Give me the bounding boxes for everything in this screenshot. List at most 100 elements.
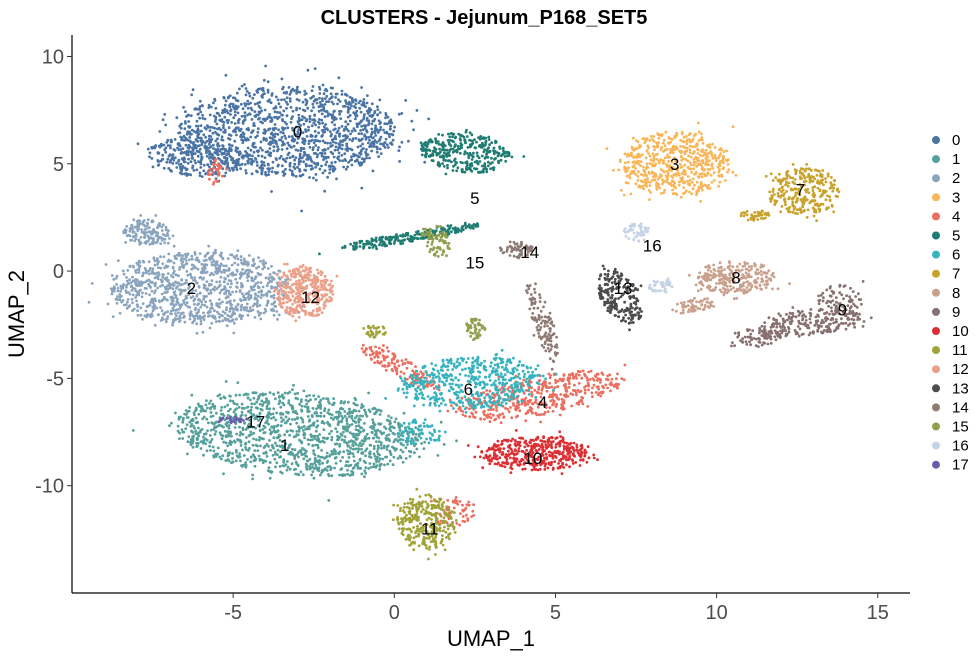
data-point	[116, 289, 120, 293]
data-point	[604, 383, 608, 387]
data-point	[325, 451, 329, 455]
data-point	[171, 156, 175, 160]
data-point	[689, 155, 693, 159]
data-point	[385, 448, 389, 451]
data-point	[218, 114, 222, 118]
data-point	[293, 392, 297, 396]
data-point	[334, 456, 338, 459]
data-point	[700, 188, 704, 192]
data-point	[171, 265, 175, 269]
data-point	[354, 443, 358, 446]
data-point	[222, 440, 226, 444]
data-point	[306, 68, 310, 72]
data-point	[222, 95, 226, 99]
data-point	[180, 157, 184, 161]
data-point	[533, 388, 537, 392]
data-point	[243, 114, 247, 118]
data-point	[360, 403, 364, 406]
data-point	[122, 230, 126, 233]
data-point	[357, 424, 361, 428]
data-point	[302, 122, 306, 126]
data-point	[304, 128, 307, 132]
data-point	[387, 414, 390, 418]
data-point	[226, 111, 230, 115]
data-point	[272, 107, 276, 110]
data-point	[270, 425, 273, 429]
data-point	[190, 93, 194, 97]
data-point	[258, 166, 262, 170]
data-point	[209, 135, 213, 138]
data-point	[350, 414, 354, 418]
data-point	[282, 91, 286, 95]
data-point	[202, 415, 206, 419]
data-point	[176, 142, 180, 146]
data-point	[319, 407, 322, 410]
data-point	[350, 155, 353, 159]
data-point	[656, 152, 659, 156]
data-point	[214, 251, 217, 255]
data-point	[350, 129, 354, 133]
data-point	[356, 145, 360, 149]
data-point	[297, 429, 301, 433]
data-point	[227, 426, 231, 430]
data-point	[132, 235, 136, 238]
data-point	[122, 303, 126, 307]
data-point	[266, 80, 270, 84]
data-point	[209, 399, 213, 403]
data-point	[207, 284, 211, 287]
data-point	[288, 168, 292, 172]
data-point	[326, 114, 330, 118]
data-point	[346, 472, 350, 476]
data-point	[362, 147, 365, 150]
data-point	[230, 263, 234, 267]
data-point	[272, 393, 276, 396]
data-point	[257, 117, 260, 121]
data-point	[713, 156, 717, 159]
data-point	[623, 363, 627, 367]
data-point	[287, 401, 290, 405]
data-point	[257, 154, 260, 158]
data-point	[211, 402, 215, 406]
data-point	[575, 372, 578, 376]
data-point	[259, 444, 262, 448]
data-point	[688, 190, 691, 194]
data-point	[174, 411, 177, 415]
data-point	[266, 416, 270, 420]
data-point	[240, 155, 244, 159]
data-point	[219, 397, 223, 400]
data-point	[326, 175, 329, 179]
data-point	[280, 420, 284, 423]
data-point	[278, 138, 281, 142]
data-point	[193, 152, 197, 156]
data-point	[339, 401, 343, 405]
data-point	[219, 128, 223, 132]
data-point	[240, 284, 244, 287]
data-point	[354, 421, 358, 424]
data-point	[634, 166, 637, 170]
data-point	[312, 452, 316, 455]
data-point	[226, 414, 230, 417]
data-point	[368, 443, 372, 447]
data-point	[372, 465, 376, 468]
data-point	[157, 160, 160, 164]
data-point	[311, 148, 315, 152]
data-point	[266, 90, 270, 94]
data-point	[210, 321, 214, 325]
data-point	[355, 414, 359, 418]
data-point	[631, 165, 635, 169]
data-point	[274, 452, 277, 456]
data-point	[161, 273, 165, 276]
data-point	[230, 434, 233, 438]
data-point	[357, 432, 361, 436]
data-point	[163, 285, 167, 289]
data-point	[396, 457, 400, 460]
data-point	[182, 160, 186, 164]
data-point	[303, 436, 306, 440]
data-point	[265, 455, 269, 458]
data-point	[358, 164, 362, 167]
data-point	[178, 319, 182, 322]
data-point	[299, 416, 303, 420]
data-point	[279, 424, 283, 428]
data-point	[671, 188, 674, 192]
data-point	[287, 417, 291, 421]
